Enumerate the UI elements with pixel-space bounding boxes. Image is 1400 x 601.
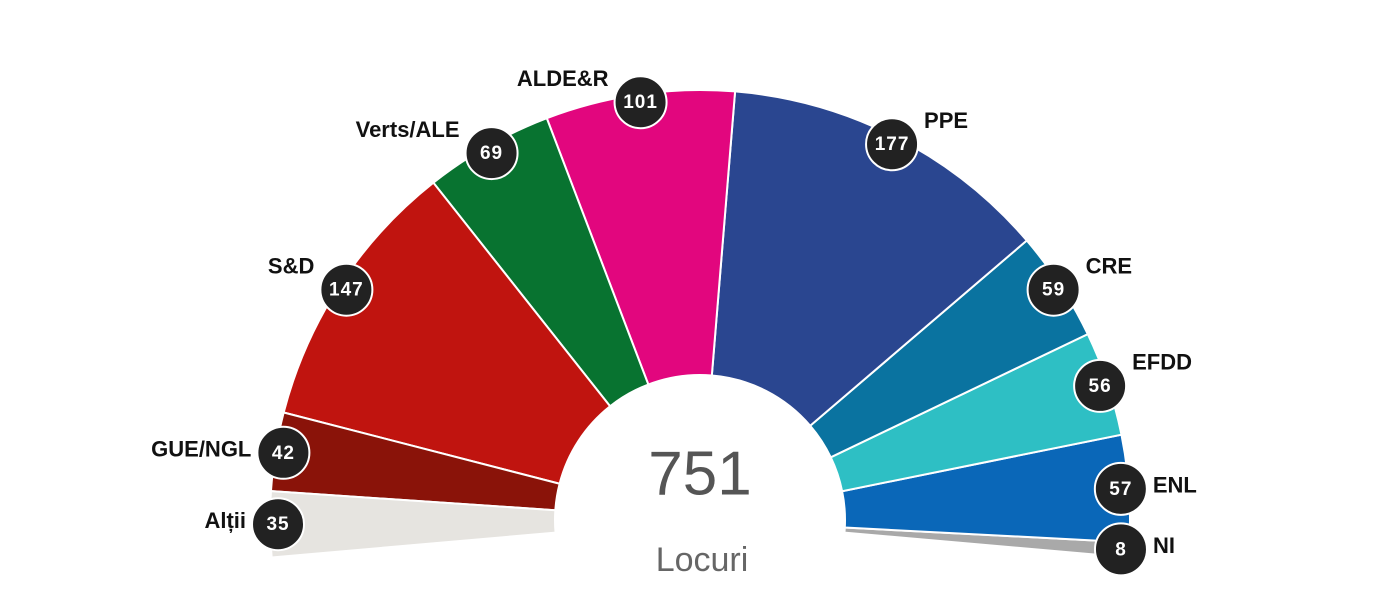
- party-name: EFDD: [1132, 350, 1192, 375]
- seat-segment: [282, 181, 612, 485]
- total-label: Locuri: [656, 541, 749, 579]
- party-name: Verts/ALE: [356, 117, 460, 142]
- party-name: NI: [1153, 533, 1175, 558]
- party-name: S&D: [268, 254, 314, 279]
- total-seats: 751: [648, 439, 751, 508]
- seat-count: 147: [329, 280, 364, 301]
- seat-segment: [431, 116, 650, 408]
- seat-badge: [1093, 461, 1148, 516]
- party-name: GUE/NGL: [151, 437, 251, 462]
- seat-badge: [251, 497, 306, 552]
- party-name: ALDE&R: [517, 66, 609, 91]
- seat-segment: [545, 89, 737, 386]
- seat-badge: [613, 75, 668, 130]
- party-name: ENL: [1153, 473, 1197, 498]
- seat-badge: [1073, 358, 1128, 413]
- seat-badge: [256, 425, 311, 480]
- seat-count: 69: [480, 143, 503, 164]
- party-name: PPE: [924, 108, 968, 133]
- seat-segment: [710, 90, 1029, 428]
- seat-count: 8: [1115, 539, 1127, 560]
- seat-badge: [464, 126, 519, 181]
- seat-count: 42: [272, 443, 295, 464]
- seat-count: 101: [623, 92, 658, 113]
- seat-count: 59: [1042, 280, 1065, 301]
- seat-badge: [319, 262, 374, 317]
- seat-badge: [1093, 522, 1148, 577]
- seat-count: 35: [266, 514, 289, 535]
- seat-badge: [1026, 262, 1081, 317]
- party-name: Alții: [204, 508, 246, 533]
- labels: 35 Alții 42 GUE/NGL 147 S&D 69 Verts/ALE 101 ALDE…: [151, 66, 1197, 577]
- seat-segment: [808, 239, 1090, 459]
- seat-count: 56: [1089, 376, 1112, 397]
- seat-count: 177: [875, 134, 910, 155]
- party-name: CRE: [1086, 254, 1132, 279]
- seat-count: 57: [1109, 479, 1132, 500]
- seat-badge: [865, 117, 920, 172]
